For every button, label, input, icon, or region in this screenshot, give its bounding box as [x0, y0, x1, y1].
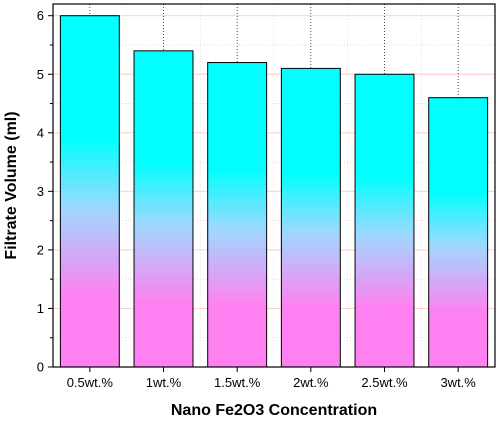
bar-3wt.%: [428, 97, 489, 368]
y-axis-title: Filtrate Volume (ml): [3, 111, 20, 259]
y-tick-label: 0: [37, 360, 44, 375]
x-tick-label: 1wt.%: [146, 375, 182, 390]
y-tick-label: 4: [37, 125, 44, 140]
bars: [59, 15, 489, 368]
bar-1wt.%: [133, 50, 194, 368]
bar-1.5wt.%: [207, 62, 268, 368]
x-tick-label: 2.5wt.%: [361, 375, 408, 390]
x-tick-label: 3wt.%: [440, 375, 476, 390]
y-axis: 0 1 2 3 4 5 6: [37, 8, 53, 375]
y-tick-label: 3: [37, 184, 44, 199]
bar-2.5wt.%: [354, 73, 415, 368]
bar-2wt.%: [280, 67, 341, 368]
y-tick-label: 5: [37, 67, 44, 82]
x-tick-label: 1.5wt.%: [214, 375, 261, 390]
x-axis: 0.5wt.% 1wt.% 1.5wt.% 2wt.% 2.5wt.% 3wt.%: [67, 367, 476, 390]
bar-0.5wt.%: [59, 15, 120, 368]
y-tick-label: 2: [37, 242, 44, 257]
y-tick-label: 6: [37, 8, 44, 23]
x-tick-label: 0.5wt.%: [67, 375, 114, 390]
y-tick-label: 1: [37, 301, 44, 316]
x-tick-label: 2wt.%: [293, 375, 329, 390]
x-axis-title: Nano Fe2O3 Concentration: [171, 402, 377, 419]
plot-frame: [52, 3, 496, 368]
